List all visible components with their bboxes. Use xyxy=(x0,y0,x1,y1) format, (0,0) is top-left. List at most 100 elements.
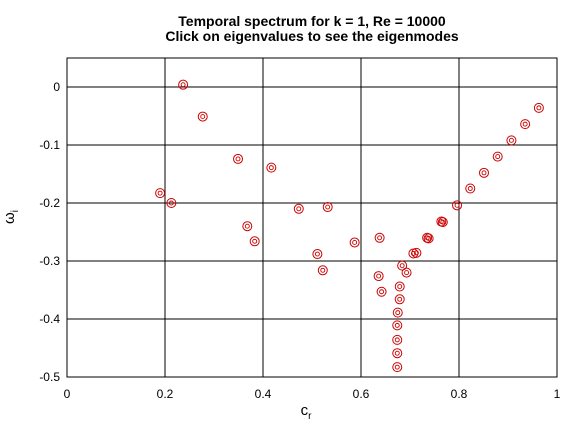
eigenvalue-marker-outer xyxy=(392,348,403,359)
eigenvalue-point[interactable] xyxy=(520,119,531,130)
eigenvalue-marker-outer xyxy=(155,188,166,199)
eigenvalue-marker-inner xyxy=(320,267,326,273)
eigenvalue-marker-inner xyxy=(244,223,250,229)
eigenvalue-marker-outer xyxy=(392,334,403,345)
eigenvalue-point[interactable] xyxy=(423,233,434,244)
eigenvalue-marker-outer xyxy=(394,281,405,292)
eigenvalue-marker-outer xyxy=(249,236,260,247)
eigenvalue-marker-inner xyxy=(495,154,501,160)
eigenvalue-point[interactable] xyxy=(392,348,403,359)
eigenvalue-marker-inner xyxy=(399,263,405,269)
x-tick-label: 0.4 xyxy=(255,387,272,401)
eigenvalue-point[interactable] xyxy=(411,247,422,258)
eigenvalue-marker-inner xyxy=(180,82,186,88)
eigenvalue-marker-outer xyxy=(423,233,434,244)
eigenvalue-marker-inner xyxy=(394,350,400,356)
eigenvalue-point[interactable] xyxy=(317,265,328,276)
eigenvalue-marker-inner xyxy=(397,284,403,289)
chart-title: Temporal spectrum for k = 1, Re = 10000 xyxy=(178,13,446,29)
eigenvalue-marker-inner xyxy=(376,273,382,279)
x-tick-label: 0.2 xyxy=(157,387,174,401)
eigenvalue-point[interactable] xyxy=(533,102,544,113)
eigenvalue-marker-outer xyxy=(411,247,422,258)
eigenvalue-marker-outer xyxy=(166,198,177,208)
eigenvalue-marker-inner xyxy=(352,239,358,245)
eigenvalue-marker-inner xyxy=(394,322,400,328)
plot-frame xyxy=(66,57,558,378)
eigenvalue-marker-outer xyxy=(242,221,253,232)
eigenvalue-point[interactable] xyxy=(394,294,405,305)
eigenvalue-marker-outer xyxy=(373,271,384,282)
eigenvalue-point[interactable] xyxy=(293,203,304,214)
eigenvalue-point[interactable] xyxy=(233,153,244,164)
eigenvalue-marker-outer xyxy=(465,183,476,194)
eigenvalue-point[interactable] xyxy=(392,320,403,331)
eigenvalue-marker-inner xyxy=(413,250,419,256)
eigenvalue-point[interactable] xyxy=(397,260,408,271)
eigenvalue-point[interactable] xyxy=(492,151,503,162)
eigenvalue-point[interactable] xyxy=(401,267,412,278)
y-axis-label: ωi xyxy=(1,210,21,224)
x-tick-label: 0.8 xyxy=(451,387,468,401)
eigenvalue-point[interactable] xyxy=(437,217,448,228)
eigenvalue-marker-inner xyxy=(394,364,400,370)
eigenvalue-marker-inner xyxy=(454,202,460,208)
eigenvalue-marker-outer xyxy=(394,294,405,305)
eigenvalue-point[interactable] xyxy=(166,198,177,208)
eigenvalue-marker-inner xyxy=(235,156,241,162)
eigenvalue-point[interactable] xyxy=(392,334,403,345)
eigenvalue-point[interactable] xyxy=(374,232,385,243)
eigenvalue-point[interactable] xyxy=(376,286,387,297)
eigenvalue-point[interactable] xyxy=(506,135,517,146)
eigenvalue-point[interactable] xyxy=(312,249,323,260)
y-tick-label: -0.3 xyxy=(39,254,60,268)
eigenvalue-point[interactable] xyxy=(452,200,463,211)
x-tick-label: 0 xyxy=(64,387,71,401)
eigenvalue-marker-inner xyxy=(467,186,473,191)
eigenvalue-point[interactable] xyxy=(478,167,489,178)
eigenvalue-point[interactable] xyxy=(465,183,476,194)
eigenvalue-point[interactable] xyxy=(373,271,384,282)
eigenvalue-marker-inner xyxy=(481,170,487,176)
eigenvalue-marker-outer xyxy=(392,307,403,318)
x-axis: 0 0.2 0.4 0.6 0.8 1 xyxy=(64,58,561,401)
eigenvalue-marker-inner xyxy=(200,114,206,120)
eigenvalue-point[interactable] xyxy=(249,236,260,247)
eigenvalue-point[interactable] xyxy=(178,79,189,90)
eigenvalue-marker-inner xyxy=(508,137,514,143)
eigenvalue-marker-inner xyxy=(377,235,383,241)
eigenvalue-marker-inner xyxy=(395,310,401,316)
y-tick-label: 0 xyxy=(53,80,60,94)
x-axis-label: cr xyxy=(301,402,313,422)
eigenvalue-point[interactable] xyxy=(392,307,403,318)
eigenvalue-marker-outer xyxy=(397,260,408,271)
eigenvalue-marker-inner xyxy=(157,190,163,196)
eigenvalue-point[interactable] xyxy=(242,221,253,232)
eigenvalue-marker-inner xyxy=(397,296,403,302)
eigenvalue-marker-outer xyxy=(178,79,189,90)
y-tick-label: -0.1 xyxy=(39,138,60,152)
eigenvalue-point[interactable] xyxy=(394,281,405,292)
eigenvalue-marker-outer xyxy=(293,203,304,214)
eigenvalue-marker-outer xyxy=(233,153,244,164)
eigenvalue-marker-outer xyxy=(312,249,323,260)
eigenvalue-marker-outer xyxy=(506,135,517,146)
eigenvalue-marker-outer xyxy=(478,167,489,178)
eigenvalue-point[interactable] xyxy=(349,237,360,248)
eigenvalue-marker-outer xyxy=(437,217,448,228)
eigenvalue-marker-outer xyxy=(401,267,412,278)
eigenvalue-points[interactable] xyxy=(155,79,544,373)
eigenvalue-marker-outer xyxy=(392,320,403,331)
y-tick-label: -0.4 xyxy=(39,312,60,326)
eigenvalue-marker-inner xyxy=(296,206,302,212)
eigenvalue-marker-inner xyxy=(379,289,385,295)
y-tick-label: -0.5 xyxy=(39,370,60,384)
eigenvalue-point[interactable] xyxy=(266,162,277,173)
eigenvalue-marker-outer xyxy=(266,162,277,173)
eigenvalue-point[interactable] xyxy=(197,111,208,122)
eigenvalue-point[interactable] xyxy=(155,188,166,199)
eigenvalue-point[interactable] xyxy=(392,362,403,373)
eigenvalue-point[interactable] xyxy=(322,202,333,213)
